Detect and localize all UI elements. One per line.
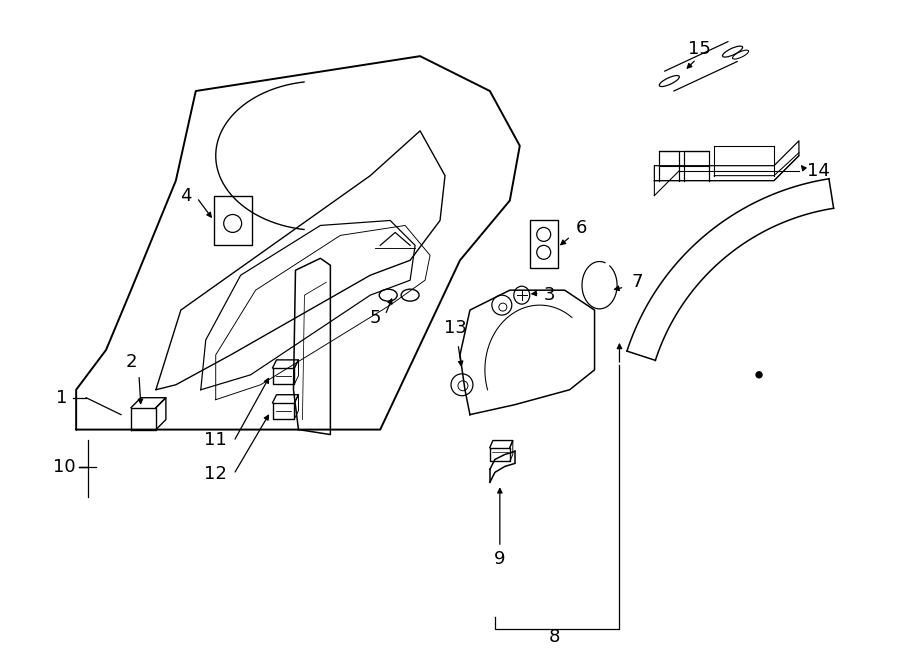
Text: 13: 13 <box>444 319 466 337</box>
Text: 3: 3 <box>544 286 555 304</box>
Text: 14: 14 <box>807 162 831 180</box>
Text: 10: 10 <box>53 459 76 477</box>
Ellipse shape <box>723 46 742 57</box>
Bar <box>530 221 558 268</box>
Text: 9: 9 <box>494 550 506 568</box>
Bar <box>213 196 252 245</box>
Ellipse shape <box>660 75 680 87</box>
Text: 11: 11 <box>204 430 227 449</box>
Text: 2: 2 <box>125 353 137 371</box>
Ellipse shape <box>514 286 530 304</box>
Text: 8: 8 <box>549 628 561 646</box>
Text: 12: 12 <box>204 465 227 483</box>
Text: 15: 15 <box>688 40 711 58</box>
Text: 7: 7 <box>632 273 644 292</box>
Ellipse shape <box>733 50 749 59</box>
Text: 6: 6 <box>576 219 588 237</box>
Circle shape <box>756 372 762 378</box>
Text: 1: 1 <box>56 389 67 407</box>
Text: 4: 4 <box>180 186 192 204</box>
Text: 5: 5 <box>370 309 381 327</box>
